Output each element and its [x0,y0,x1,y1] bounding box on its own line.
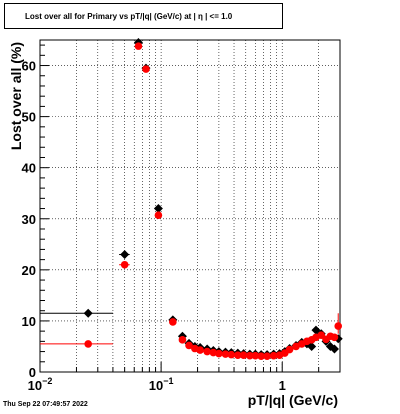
plot-frame [39,39,341,373]
y-tick-label: 30 [22,212,36,227]
data-point [227,350,236,359]
data-point [263,352,271,360]
axis-ticks [39,44,341,373]
data-point [257,352,265,360]
data-point [178,336,187,344]
x-tick-label: 1 [279,378,286,393]
data-point [120,260,129,269]
chart-title: Lost over all for Primary vs pT/|q| (GeV… [25,11,233,21]
data-point [285,345,294,354]
data-point [203,347,211,356]
tick-labels: 0 10 20 30 40 50 60 10−2 10−1 1 [22,59,286,393]
x-axis-label: pT/|q| (GeV/c) [248,392,338,408]
data-point [292,342,300,351]
data-point [154,211,163,219]
y-tick-label: 60 [22,59,36,74]
x-tick-label: 10−1 [149,376,174,393]
data-series [40,38,343,360]
data-point [185,341,193,350]
data-point [142,65,150,73]
x-tick-label: 10−2 [28,376,53,393]
y-tick-label: 10 [22,314,36,329]
timestamp: Thu Sep 22 07:49:57 2022 [3,401,88,408]
data-point [234,351,242,359]
series-1 [40,38,343,360]
data-point [215,349,223,358]
data-point [169,318,177,326]
y-tick-label: 40 [22,161,36,176]
data-point [329,344,339,354]
data-point [330,333,339,342]
data-point [83,308,93,318]
data-point [134,42,143,50]
data-point [153,204,163,214]
data-point [84,340,92,348]
series-2 [40,42,343,360]
y-tick-label: 50 [22,110,36,125]
data-point [251,351,260,360]
y-axis-label: Lost over all (%) [8,42,24,150]
data-point [221,350,230,358]
data-point [120,250,130,260]
y-tick-label: 20 [22,263,36,278]
chart-title-box: Lost over all for Primary vs pT/|q| (GeV… [4,3,283,29]
data-point [196,346,204,354]
grid [40,40,340,372]
data-point [239,351,248,359]
data-point [246,351,254,360]
y-tick-label: 0 [29,365,36,380]
data-point [334,322,343,330]
data-point [269,351,278,360]
